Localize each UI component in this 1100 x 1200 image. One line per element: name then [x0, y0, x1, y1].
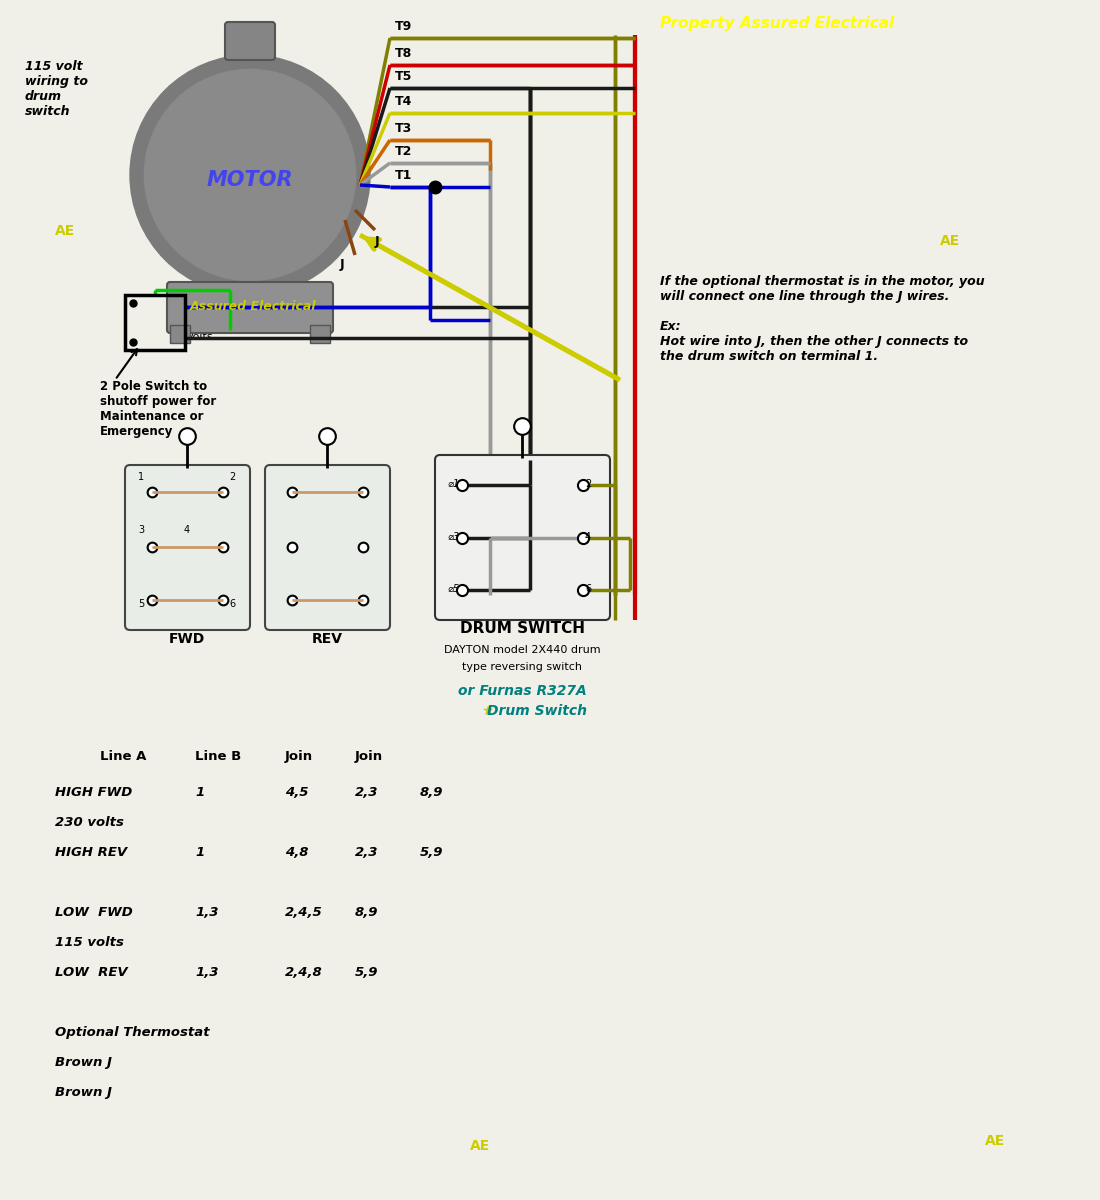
Text: If the optional thermostat is in the motor, you
will connect one line through th: If the optional thermostat is in the mot… [660, 275, 984, 362]
Text: T1: T1 [395, 169, 412, 182]
Text: 2,4,5: 2,4,5 [285, 906, 322, 919]
Text: REV: REV [311, 632, 342, 646]
Text: 1: 1 [138, 472, 144, 482]
FancyBboxPatch shape [434, 455, 610, 620]
Text: 120
volts: 120 volts [187, 320, 213, 342]
Text: ⌀1: ⌀1 [447, 479, 459, 490]
Text: T3: T3 [395, 122, 412, 134]
Text: 6: 6 [585, 584, 591, 594]
Text: 5: 5 [138, 599, 144, 608]
Text: T5: T5 [395, 70, 412, 83]
Text: 1,3: 1,3 [195, 966, 219, 979]
Text: Line A: Line A [100, 750, 146, 763]
Text: AE: AE [55, 224, 75, 238]
Text: J: J [340, 258, 344, 271]
Text: 1: 1 [195, 846, 205, 859]
Text: Property Assured Electrical: Property Assured Electrical [660, 16, 894, 31]
Text: Drum Switch: Drum Switch [487, 704, 587, 718]
Text: 4: 4 [184, 526, 190, 535]
Text: HIGH REV: HIGH REV [55, 846, 128, 859]
Text: LOW  REV: LOW REV [55, 966, 128, 979]
Text: or Furnas R327A: or Furnas R327A [458, 684, 586, 698]
Text: Line B: Line B [195, 750, 241, 763]
Text: 5,9: 5,9 [355, 966, 378, 979]
Text: T9: T9 [395, 20, 412, 32]
Text: 2: 2 [229, 472, 235, 482]
Text: type reversing switch: type reversing switch [462, 662, 582, 672]
Text: 8,9: 8,9 [420, 786, 443, 799]
Text: DRUM SWITCH: DRUM SWITCH [460, 622, 584, 636]
Text: Assured Electrical: Assured Electrical [190, 300, 317, 313]
FancyBboxPatch shape [125, 464, 250, 630]
Circle shape [144, 70, 355, 281]
Text: DAYTON model 2X440 drum: DAYTON model 2X440 drum [443, 646, 601, 655]
Text: Brown J: Brown J [55, 1056, 112, 1069]
Text: 2 Pole Switch to
shutoff power for
Maintenance or
Emergency: 2 Pole Switch to shutoff power for Maint… [100, 380, 217, 438]
Text: 230 volts: 230 volts [55, 816, 124, 829]
FancyBboxPatch shape [167, 282, 333, 332]
FancyBboxPatch shape [226, 22, 275, 60]
Text: 2,4,8: 2,4,8 [285, 966, 322, 979]
FancyBboxPatch shape [265, 464, 390, 630]
Text: 1: 1 [195, 786, 205, 799]
Text: AE: AE [470, 1139, 491, 1153]
Text: 4: 4 [585, 532, 591, 542]
Text: J: J [375, 235, 379, 248]
Text: Optional Thermostat: Optional Thermostat [55, 1026, 210, 1039]
Text: T4: T4 [395, 95, 412, 108]
Text: ⌀5: ⌀5 [447, 584, 459, 594]
Text: HIGH FWD: HIGH FWD [55, 786, 132, 799]
Text: AE: AE [984, 1134, 1005, 1148]
Text: 8,9: 8,9 [355, 906, 378, 919]
Text: FWD: FWD [169, 632, 205, 646]
Text: 1,3: 1,3 [195, 906, 219, 919]
Bar [125, 295, 185, 350]
Text: ★: ★ [481, 704, 493, 718]
Text: MOTOR: MOTOR [207, 170, 294, 190]
Text: T8: T8 [395, 47, 412, 60]
Bar [310, 325, 330, 343]
Text: LOW  FWD: LOW FWD [55, 906, 133, 919]
Text: 4,5: 4,5 [285, 786, 308, 799]
Text: 4,8: 4,8 [285, 846, 308, 859]
Circle shape [130, 55, 370, 295]
Text: 115 volts: 115 volts [55, 936, 124, 949]
Text: 115 volt
wiring to
drum
switch: 115 volt wiring to drum switch [25, 60, 88, 118]
Text: 2,3: 2,3 [355, 786, 378, 799]
Text: T2: T2 [395, 145, 412, 158]
Text: Join: Join [285, 750, 314, 763]
Text: 5,9: 5,9 [420, 846, 443, 859]
Text: 2: 2 [585, 479, 592, 490]
Text: 6: 6 [229, 599, 235, 608]
Text: AE: AE [940, 234, 960, 248]
Text: 2,3: 2,3 [355, 846, 378, 859]
Text: Join: Join [355, 750, 383, 763]
Bar [170, 325, 190, 343]
Text: Brown J: Brown J [55, 1086, 112, 1099]
Text: 3: 3 [138, 526, 144, 535]
Text: ⌀3: ⌀3 [447, 532, 459, 542]
